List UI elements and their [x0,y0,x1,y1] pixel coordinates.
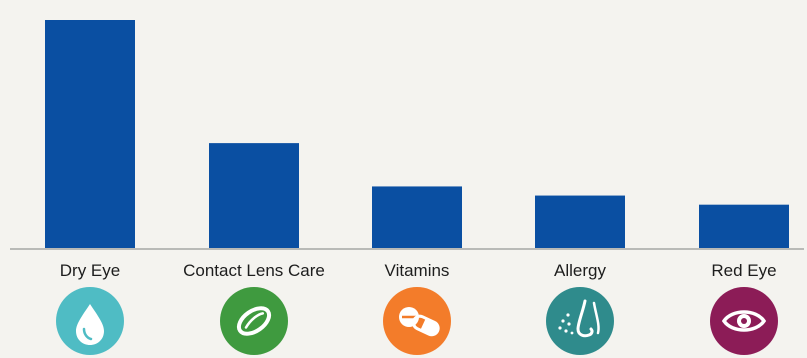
eye-icon [710,287,778,355]
category-icons [56,287,778,355]
category-labels: Dry Eye Contact Lens Care Vitamins Aller… [60,261,777,280]
allergy-icon [546,287,614,355]
bar-vitamins [372,186,462,248]
bar-contact-lens-care [209,143,299,248]
bar-dry-eye [45,20,135,248]
water-drop-icon [56,287,124,355]
contact-lens-icon [220,287,288,355]
category-label-contact-lens-care: Contact Lens Care [183,261,325,280]
category-label-allergy: Allergy [554,261,606,280]
category-label-red-eye: Red Eye [711,261,776,280]
category-label-vitamins: Vitamins [385,261,450,280]
bar-red-eye [699,204,789,248]
pill-icon [383,287,451,355]
category-label-dry-eye: Dry Eye [60,261,120,280]
bar-allergy [535,195,625,248]
bars-group [45,20,789,248]
